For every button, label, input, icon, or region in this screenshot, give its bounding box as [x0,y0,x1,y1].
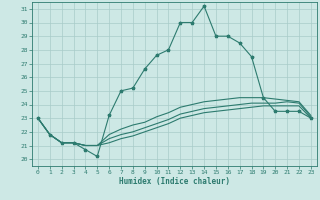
X-axis label: Humidex (Indice chaleur): Humidex (Indice chaleur) [119,177,230,186]
